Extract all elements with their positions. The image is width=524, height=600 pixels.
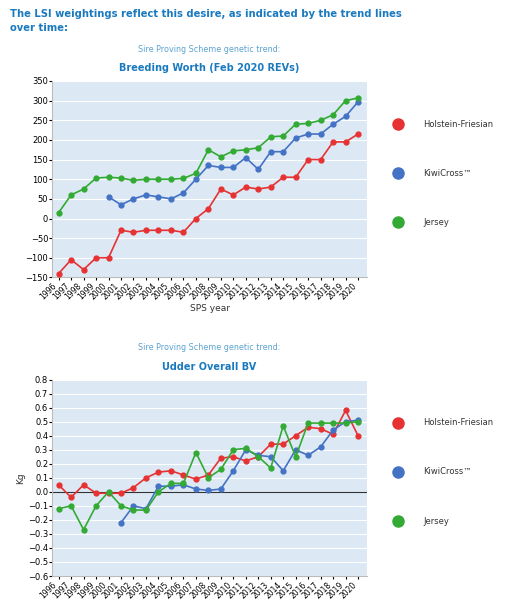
Text: KiwiCross™: KiwiCross™ [423, 467, 472, 476]
Text: Breeding Worth (Feb 2020 REVs): Breeding Worth (Feb 2020 REVs) [119, 63, 300, 73]
Text: Holstein-Friesian: Holstein-Friesian [423, 418, 494, 427]
Text: Holstein-Friesian: Holstein-Friesian [423, 120, 494, 129]
Text: Sire Proving Scheme genetic trend:: Sire Proving Scheme genetic trend: [138, 44, 281, 53]
Text: Jersey: Jersey [423, 218, 449, 227]
Text: Sire Proving Scheme genetic trend:: Sire Proving Scheme genetic trend: [138, 343, 281, 352]
Text: KiwiCross™: KiwiCross™ [423, 169, 472, 178]
Text: Udder Overall BV: Udder Overall BV [162, 362, 257, 372]
X-axis label: SPS year: SPS year [190, 304, 230, 313]
Text: The LSI weightings reflect this desire, as indicated by the trend lines
over tim: The LSI weightings reflect this desire, … [10, 9, 402, 33]
Y-axis label: Kg: Kg [16, 472, 25, 484]
Text: Jersey: Jersey [423, 517, 449, 526]
